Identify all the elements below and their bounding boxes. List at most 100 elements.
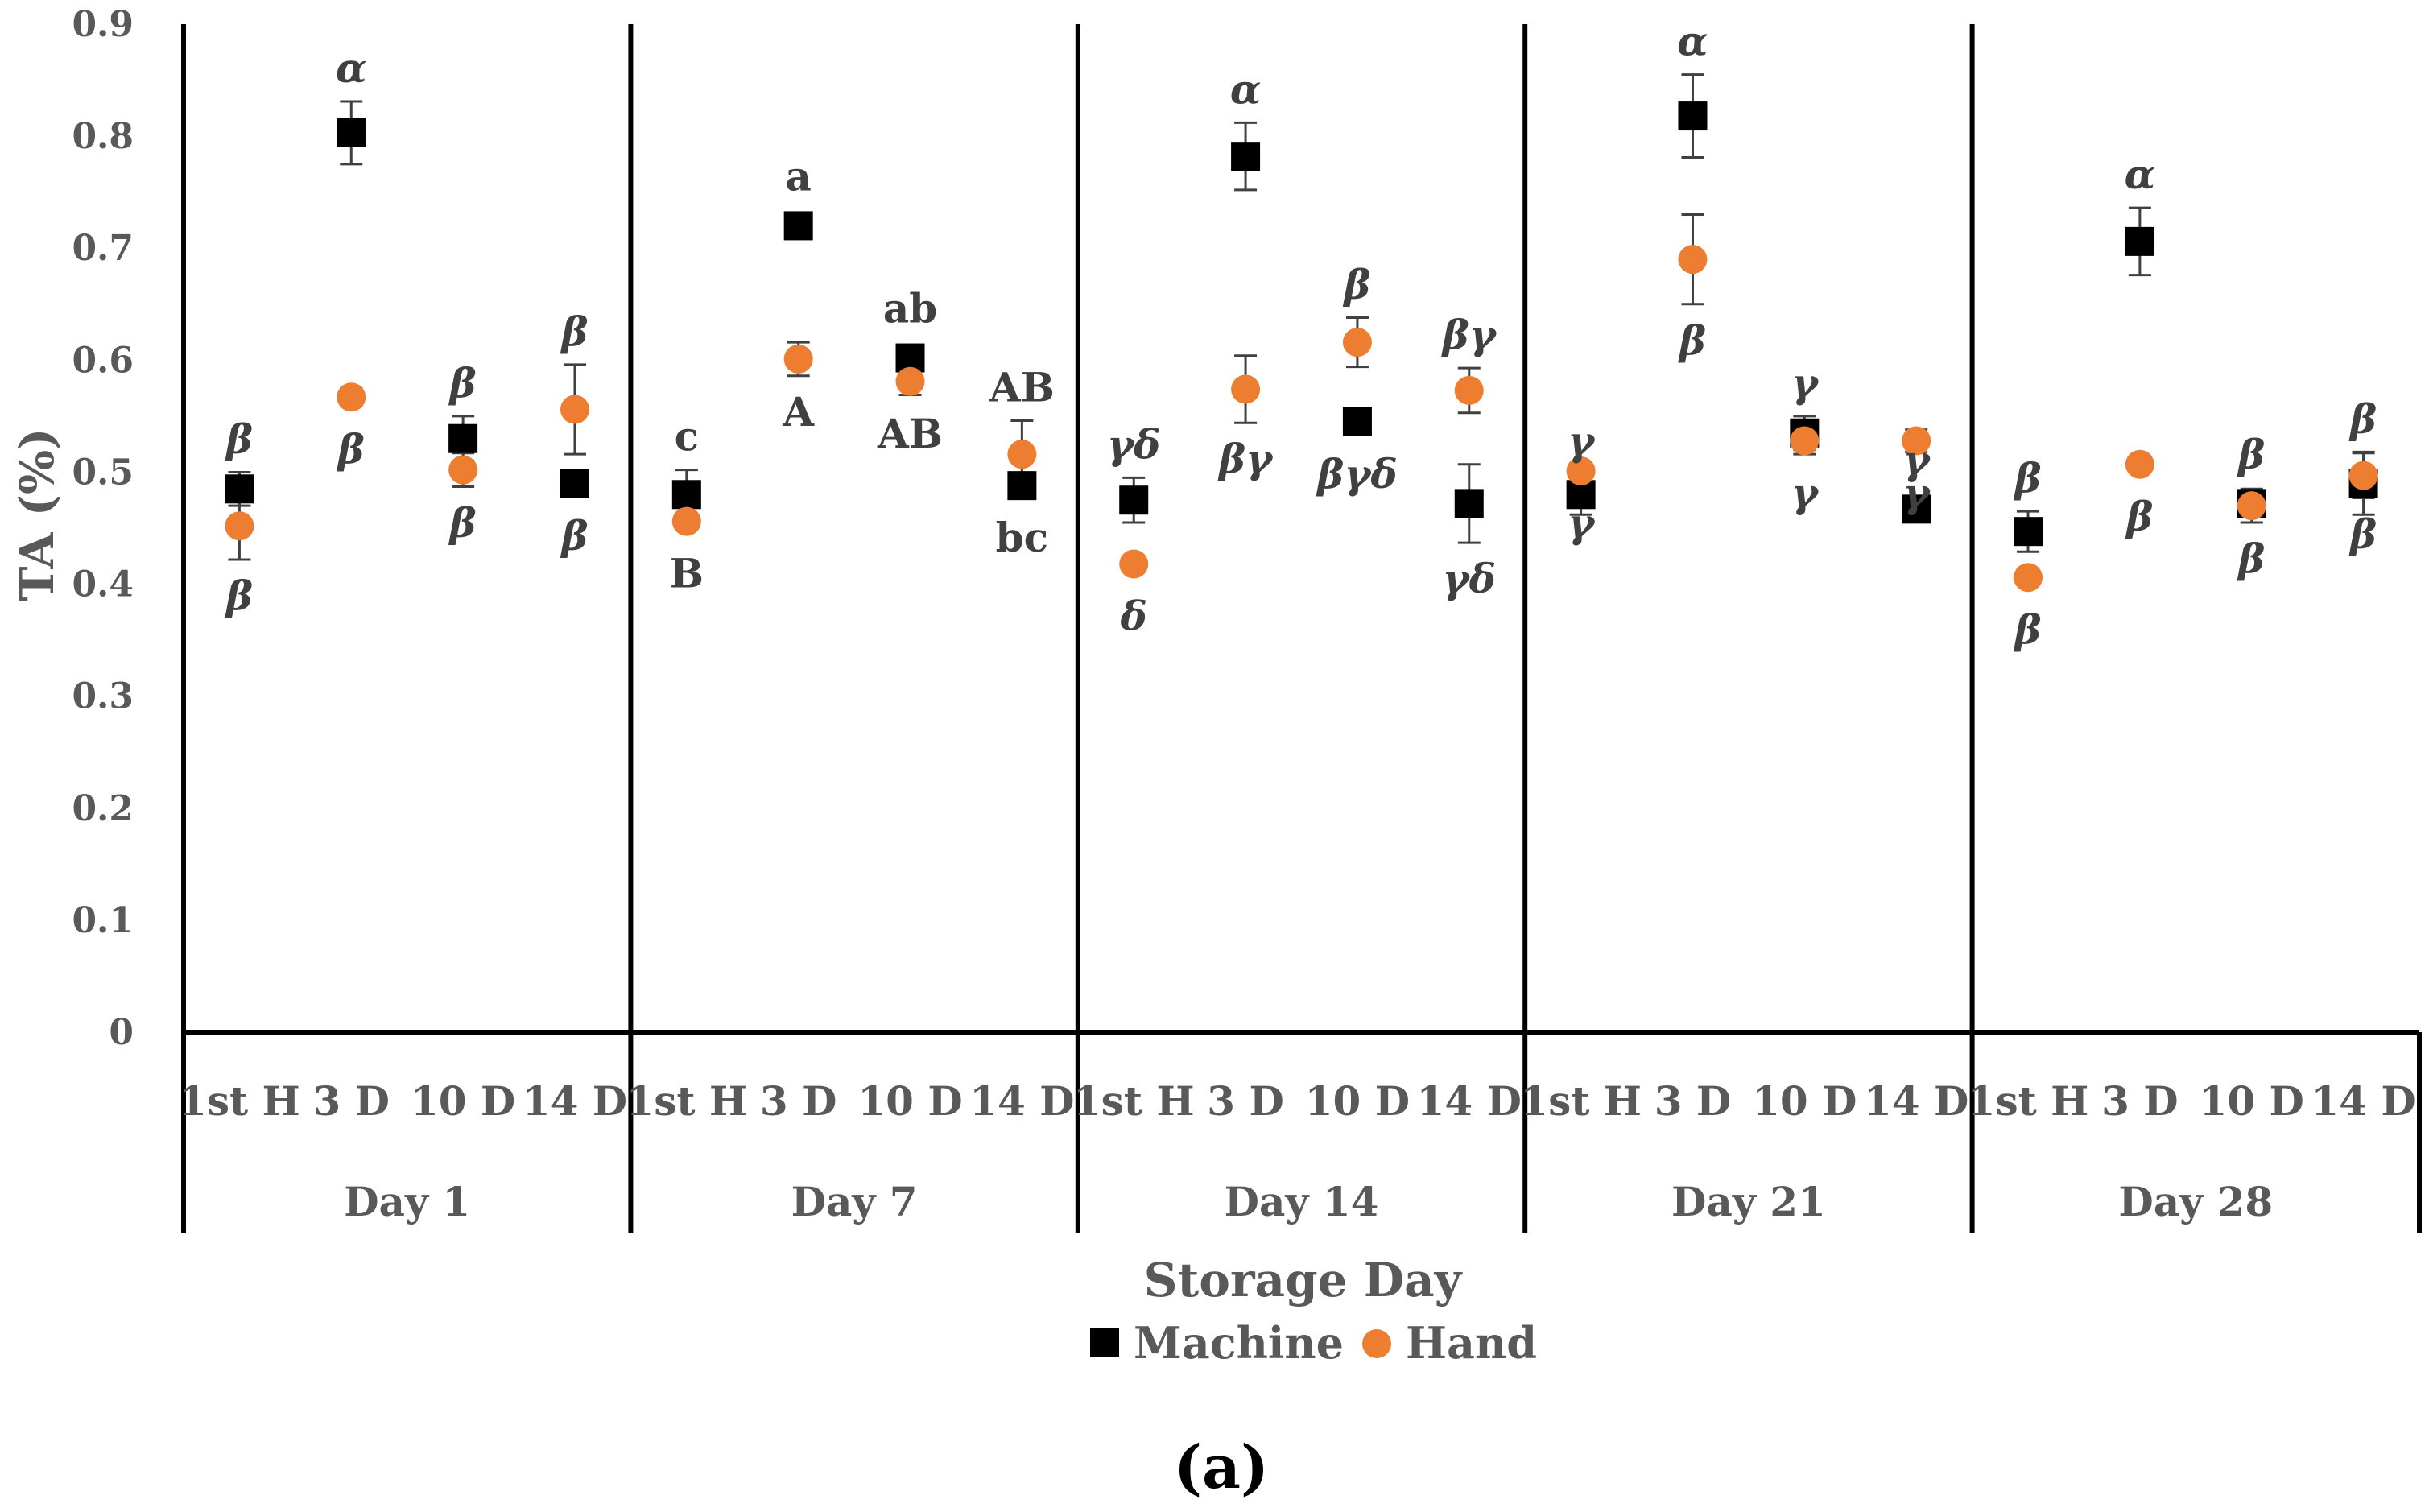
y-axis-tick-labels: 0 0.1 0.2 0.3 0.4 0.5 0.6 0.7 0.8 0.9 <box>72 4 134 1053</box>
hand-point <box>1231 374 1261 404</box>
x-category-label: 10 D <box>1305 1077 1410 1125</box>
hand-significance-letter: β <box>225 572 253 619</box>
y-tick-label: 0.3 <box>72 676 134 717</box>
machine-point <box>560 469 589 498</box>
machine-significance-letter: γδ <box>1107 420 1160 468</box>
machine-point <box>2014 517 2043 547</box>
machine-point <box>1231 142 1261 171</box>
machine-significance-letter: β <box>2237 430 2265 477</box>
x-axis-title: Storage Day <box>1144 1253 1464 1308</box>
hand-significance-letter: βγ <box>1441 311 1497 358</box>
x-category-label: 3 D <box>1654 1077 1732 1125</box>
x-category-label: 14 D <box>1864 1077 1968 1125</box>
y-tick-label: 0.5 <box>72 452 134 493</box>
machine-point <box>1007 471 1037 501</box>
hand-point <box>1342 328 1372 357</box>
hand-significance-letter: AB <box>989 363 1055 411</box>
axes <box>181 24 2422 1233</box>
x-axis-group-labels: Day 1 Day 7 Day 14 Day 21 Day 28 <box>344 1178 2273 1225</box>
x-category-label: 1st H <box>1073 1077 1195 1125</box>
machine-significance-letter: ab <box>883 285 937 333</box>
hand-point <box>2348 461 2378 490</box>
x-category-label: 1st H <box>1520 1077 1642 1125</box>
machine-significance-letter: γ <box>1568 417 1596 465</box>
machine-significance-letter: c <box>675 413 699 461</box>
machine-significance-letter: α <box>1230 65 1261 113</box>
hand-point <box>671 506 701 536</box>
y-tick-label: 0.4 <box>72 564 134 605</box>
x-group-label: Day 14 <box>1225 1178 1379 1225</box>
machine-significance-letter: βγδ <box>1316 450 1398 498</box>
hand-point <box>2125 449 2154 479</box>
machine-significance-letter: α <box>336 44 366 92</box>
x-category-label: 14 D <box>523 1077 627 1125</box>
machine-significance-letter: γδ <box>1443 555 1496 602</box>
y-tick-label: 0.8 <box>72 116 134 157</box>
hand-significance-letter: β <box>2237 535 2265 582</box>
hand-point <box>448 455 478 485</box>
hand-significance-letter: β <box>2125 493 2153 540</box>
legend-hand-marker <box>1362 1329 1391 1358</box>
machine-significance-letter: bc <box>996 514 1048 561</box>
hand-significance-letter: γ <box>1791 469 1820 516</box>
machine-significance-letter: γ <box>1791 359 1820 407</box>
hand-significance-letter: β <box>2013 605 2041 653</box>
hand-significance-letter: β <box>560 308 588 355</box>
x-category-label: 1st H <box>179 1077 300 1125</box>
machine-point <box>225 474 254 504</box>
hand-point <box>1119 549 1149 579</box>
x-group-label: Day 21 <box>1671 1178 1826 1225</box>
hand-significance-letter: β <box>1678 316 1706 364</box>
hand-significance-letter: δ <box>1120 593 1147 640</box>
legend-hand-label: Hand <box>1406 1317 1537 1369</box>
hand-significance-letter: γ <box>1568 499 1596 547</box>
legend-machine-marker <box>1090 1328 1119 1357</box>
hand-significance-letter: β <box>448 499 477 547</box>
x-category-label: 14 D <box>969 1077 1074 1125</box>
machine-point <box>1119 485 1149 515</box>
x-category-label: 10 D <box>857 1077 962 1125</box>
hand-significance-letter: β <box>2348 510 2377 557</box>
hand-point <box>895 366 925 396</box>
hand-point <box>2014 563 2043 593</box>
machine-point <box>1342 407 1372 436</box>
x-category-label: 3 D <box>2101 1077 2179 1125</box>
hand-point <box>560 395 589 424</box>
hand-significance-letter: β <box>337 425 365 473</box>
x-group-label: Day 1 <box>344 1178 470 1225</box>
y-tick-label: 0.6 <box>72 340 134 381</box>
hand-significance-letter: AB <box>877 410 943 457</box>
hand-point <box>1678 245 1708 275</box>
machine-point <box>1902 494 1931 524</box>
data-points <box>225 101 2378 593</box>
hand-point <box>1902 426 1931 456</box>
error-bars <box>228 73 2375 585</box>
machine-point <box>448 423 478 453</box>
x-category-label: 14 D <box>2311 1077 2415 1125</box>
machine-significance-letter: β <box>560 511 588 559</box>
x-group-label: Day 28 <box>2118 1178 2273 1225</box>
hand-significance-letter: βγ <box>1217 435 1274 482</box>
machine-significance-letter: β <box>225 415 253 462</box>
hand-point <box>1007 440 1037 469</box>
y-axis-title: TA (%) <box>10 428 64 601</box>
hand-significance-letter: β <box>1342 260 1370 308</box>
x-category-label: 1st H <box>1968 1077 2089 1125</box>
machine-point <box>671 480 701 510</box>
x-group-label: Day 7 <box>791 1178 918 1225</box>
panel-label: (a) <box>1174 1433 1269 1502</box>
machine-significance-letter: β <box>2013 454 2041 502</box>
x-category-label: 10 D <box>411 1077 515 1125</box>
machine-point <box>2125 226 2154 256</box>
hand-point <box>1790 426 1820 456</box>
machine-point <box>337 118 366 147</box>
hand-significance-letter: B <box>670 550 704 597</box>
hand-significance-letter: γ <box>1903 469 1931 516</box>
machine-significance-letter: β <box>2348 395 2377 442</box>
hand-point <box>1454 375 1484 405</box>
y-tick-label: 0.1 <box>72 900 134 941</box>
machine-point <box>1454 489 1484 518</box>
hand-point <box>225 511 254 541</box>
